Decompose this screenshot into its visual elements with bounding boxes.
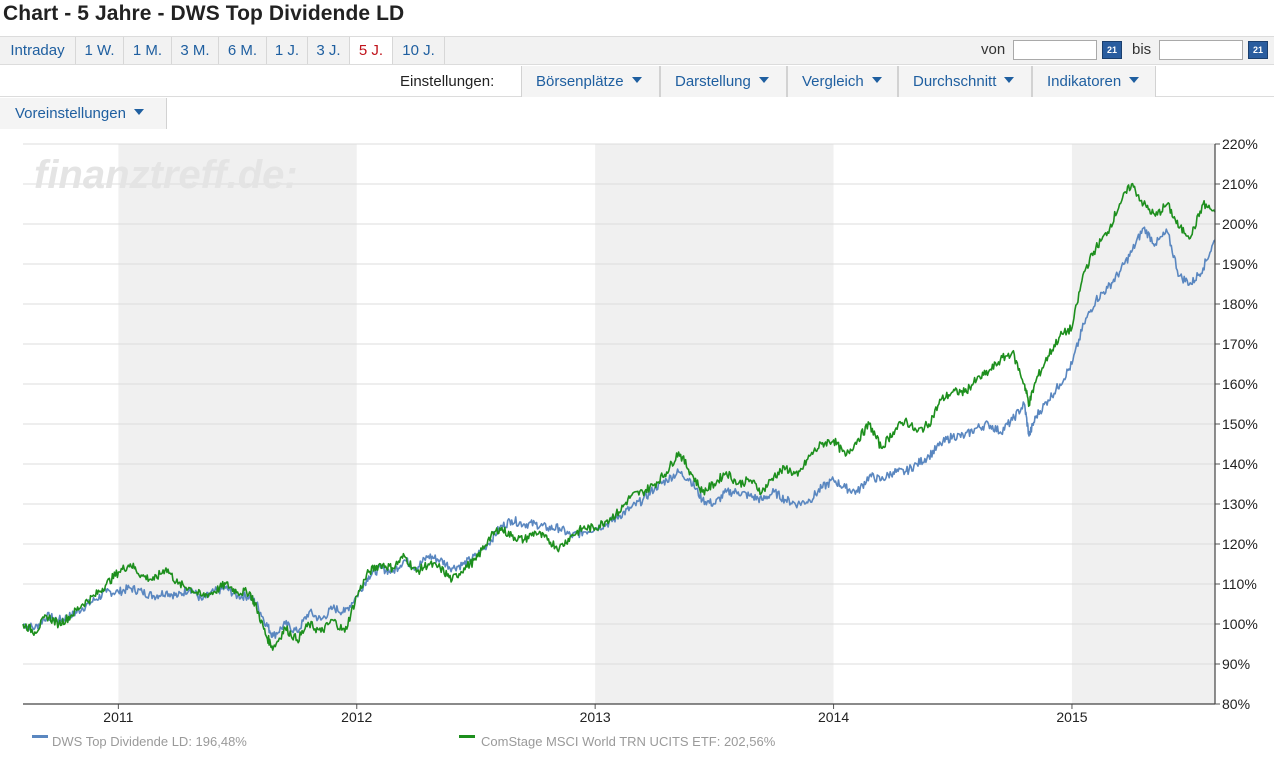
legend-item-comstage: ComStage MSCI World TRN UCITS ETF: 202,5… bbox=[481, 734, 776, 749]
x-tick-label: 2012 bbox=[341, 709, 372, 725]
y-tick-label: 220% bbox=[1222, 136, 1258, 152]
menu-label: Voreinstellungen bbox=[15, 105, 126, 122]
y-tick-label: 210% bbox=[1222, 176, 1258, 192]
from-date-input[interactable] bbox=[1013, 40, 1097, 60]
y-tick-label: 120% bbox=[1222, 536, 1258, 552]
period-tab-bar: Intraday 1 W. 1 M. 3 M. 6 M. 1 J. 3 J. 5… bbox=[0, 36, 1274, 65]
to-label: bis bbox=[1132, 41, 1152, 58]
chevron-down-icon bbox=[1004, 77, 1015, 84]
y-tick-label: 160% bbox=[1222, 376, 1258, 392]
menu-label: Börsenplätze bbox=[536, 73, 624, 90]
legend-swatch-dws bbox=[32, 735, 48, 738]
tab-3m[interactable]: 3 M. bbox=[172, 37, 219, 64]
y-tick-label: 170% bbox=[1222, 336, 1258, 352]
y-tick-label: 140% bbox=[1222, 456, 1258, 472]
y-tick-label: 130% bbox=[1222, 496, 1258, 512]
menu-darstellung[interactable]: Darstellung bbox=[660, 66, 787, 97]
x-tick-label: 2014 bbox=[818, 709, 849, 725]
from-label: von bbox=[981, 41, 1006, 58]
to-date-input[interactable] bbox=[1159, 40, 1243, 60]
chevron-down-icon bbox=[1129, 77, 1140, 84]
settings-label: Einstellungen: bbox=[400, 73, 495, 90]
legend-swatch-comstage bbox=[459, 735, 475, 738]
y-tick-label: 100% bbox=[1222, 616, 1258, 632]
watermark: finanztreff.de: bbox=[34, 153, 298, 197]
menu-boersenplaetze[interactable]: Börsenplätze bbox=[521, 66, 660, 97]
x-tick-label: 2011 bbox=[103, 709, 133, 725]
x-tick-label: 2013 bbox=[580, 709, 611, 725]
menu-label: Vergleich bbox=[802, 73, 864, 90]
x-tick-label: 2015 bbox=[1056, 709, 1087, 725]
tab-1m[interactable]: 1 M. bbox=[124, 37, 172, 64]
tab-5y[interactable]: 5 J. bbox=[350, 37, 393, 64]
y-tick-label: 90% bbox=[1222, 656, 1250, 672]
tab-1y[interactable]: 1 J. bbox=[267, 37, 308, 64]
chevron-down-icon bbox=[758, 77, 769, 84]
chevron-down-icon bbox=[133, 109, 144, 116]
menu-label: Indikatoren bbox=[1047, 73, 1122, 90]
tab-10y[interactable]: 10 J. bbox=[393, 37, 445, 64]
page-title: Chart - 5 Jahre - DWS Top Dividende LD bbox=[3, 2, 405, 25]
menu-vergleich[interactable]: Vergleich bbox=[787, 66, 898, 97]
menu-durchschnitt[interactable]: Durchschnitt bbox=[898, 66, 1032, 97]
calendar-icon[interactable]: 21 bbox=[1102, 41, 1122, 59]
tab-3y[interactable]: 3 J. bbox=[308, 37, 350, 64]
menu-label: Darstellung bbox=[675, 73, 751, 90]
y-tick-label: 150% bbox=[1222, 416, 1258, 432]
menu-label: Durchschnitt bbox=[913, 73, 997, 90]
y-tick-label: 200% bbox=[1222, 216, 1258, 232]
chevron-down-icon bbox=[631, 77, 642, 84]
tab-intraday[interactable]: Intraday bbox=[0, 37, 76, 64]
tab-1w[interactable]: 1 W. bbox=[76, 37, 124, 64]
settings-bar: Einstellungen: Börsenplätze Darstellung … bbox=[0, 66, 1274, 97]
menu-voreinstellungen[interactable]: Voreinstellungen bbox=[0, 98, 167, 129]
menu-indikatoren[interactable]: Indikatoren bbox=[1032, 66, 1156, 97]
series-line-comstage bbox=[22, 182, 1216, 651]
series-line-dws bbox=[22, 226, 1216, 639]
line-chart: finanztreff.de: 80% 90% 100% 110% 120% 130% 14… bbox=[22, 136, 1258, 749]
y-tick-label: 80% bbox=[1222, 696, 1250, 712]
y-tick-label: 190% bbox=[1222, 256, 1258, 272]
y-tick-label: 180% bbox=[1222, 296, 1258, 312]
calendar-icon[interactable]: 21 bbox=[1248, 41, 1268, 59]
tab-6m[interactable]: 6 M. bbox=[219, 37, 267, 64]
chevron-down-icon bbox=[871, 77, 882, 84]
legend-item-dws: DWS Top Dividende LD: 196,48% bbox=[52, 734, 247, 749]
y-tick-label: 110% bbox=[1222, 576, 1257, 592]
